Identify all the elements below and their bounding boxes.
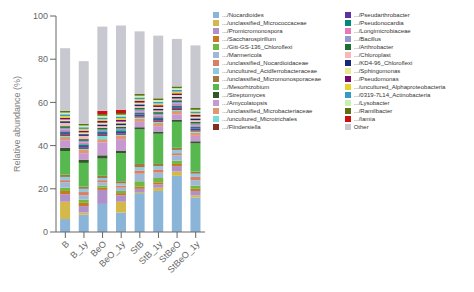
html-text:.../Bacillus: .../Bacillus bbox=[353, 36, 381, 42]
svg-text:StB: StB bbox=[128, 238, 146, 257]
svg-text:20: 20 bbox=[38, 184, 48, 194]
html-text:.../Marmericola: .../Marmericola bbox=[222, 52, 262, 58]
html-text:.../Nocardioides: .../Nocardioides bbox=[222, 12, 264, 18]
svg-text:Relative abundance (%): Relative abundance (%) bbox=[12, 76, 22, 172]
html-text:.../Saccharospirillum: .../Saccharospirillum bbox=[222, 36, 276, 42]
html-text:.../Longimicrobiaceae: .../Longimicrobiaceae bbox=[353, 28, 411, 34]
html-text:.../Arthrobacter: .../Arthrobacter bbox=[353, 44, 394, 50]
html-text:.../Sphingomonas: .../Sphingomonas bbox=[353, 68, 401, 74]
html-text:.../unclassified_Nocardioidace: .../unclassified_Nocardioidaceae bbox=[222, 60, 309, 66]
html-text:.../Promicromonospora: .../Promicromonospora bbox=[222, 28, 283, 34]
svg-text:0: 0 bbox=[43, 227, 48, 237]
html-text:Other: Other bbox=[353, 124, 369, 130]
svg-text:B: B bbox=[60, 239, 71, 250]
svg-text:80: 80 bbox=[38, 54, 48, 64]
html-text:.../uncultured_Alphaproteobact: .../uncultured_Alphaproteobacteria bbox=[353, 84, 446, 90]
html-text:.../unclassified_Microbacteria: .../unclassified_Microbacteriaceae bbox=[222, 108, 313, 114]
html-text:.../Iamia: .../Iamia bbox=[353, 116, 375, 122]
html-text:.../uncultured_Microtrichales: .../uncultured_Microtrichales bbox=[222, 116, 297, 122]
html-text:.../Gitt-GS-136_Chloroflexi: .../Gitt-GS-136_Chloroflexi bbox=[222, 44, 293, 50]
svg-text:StBeO_1y: StBeO_1y bbox=[166, 239, 202, 275]
html-text:.../unclassified_Micromonospor: .../unclassified_Micromonosporaceae bbox=[222, 76, 322, 82]
html-text:.../Ramilbacter: .../Ramilbacter bbox=[353, 108, 393, 114]
svg-text:60: 60 bbox=[38, 98, 48, 108]
html-text:.../KD4-96_Chloroflexi: .../KD4-96_Chloroflexi bbox=[353, 60, 413, 66]
html-text:.../uncultured_Acidferrobacter: .../uncultured_Acidferrobacteraceae bbox=[222, 68, 318, 74]
svg-text:StB_1y: StB_1y bbox=[136, 238, 165, 267]
html-text:.../Chloroplast: .../Chloroplast bbox=[353, 52, 391, 58]
html-text:.../Pseudonocardia: .../Pseudonocardia bbox=[353, 20, 404, 26]
html-text:.../Mesorhizobium: .../Mesorhizobium bbox=[222, 84, 270, 90]
svg-text:40: 40 bbox=[38, 141, 48, 151]
html-text:.../Pseudomonas: .../Pseudomonas bbox=[353, 76, 399, 82]
svg-text:B_1y: B_1y bbox=[68, 239, 90, 261]
html-text:.../Lysobacter: .../Lysobacter bbox=[353, 100, 390, 106]
html-text:.../Flindersiella: .../Flindersiella bbox=[222, 124, 261, 130]
svg-text:BeO_1y: BeO_1y bbox=[97, 239, 127, 269]
html-text:.../Streptomyces: .../Streptomyces bbox=[222, 92, 266, 98]
html-text:.../unclassified_Micrococcacea: .../unclassified_Micrococcaceae bbox=[222, 20, 307, 26]
svg-text:100: 100 bbox=[33, 11, 48, 21]
html-text:.../Pseudarthrobacter: .../Pseudarthrobacter bbox=[353, 12, 410, 18]
html-text:.../Amycolatopsis: .../Amycolatopsis bbox=[222, 100, 268, 106]
html-text:.../0319-7L14_Actinobacteria: .../0319-7L14_Actinobacteria bbox=[353, 92, 431, 98]
